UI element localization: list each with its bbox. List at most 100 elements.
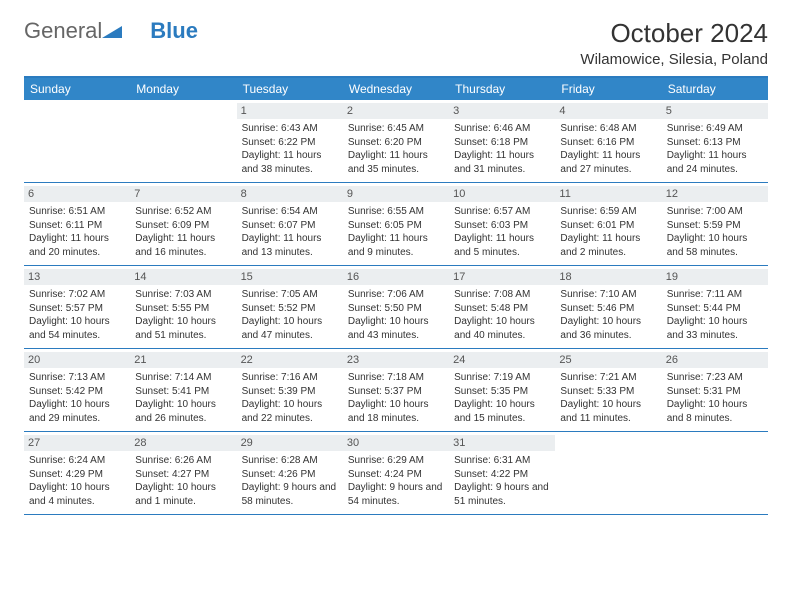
daylight-text: Daylight: 9 hours and 51 minutes. — [454, 481, 550, 508]
day-header: Wednesday — [343, 78, 449, 100]
sunset-text: Sunset: 5:35 PM — [454, 385, 550, 399]
sunrise-text: Sunrise: 7:23 AM — [667, 371, 763, 385]
calendar-cell: 31Sunrise: 6:31 AMSunset: 4:22 PMDayligh… — [449, 432, 555, 514]
calendar-cell: 19Sunrise: 7:11 AMSunset: 5:44 PMDayligh… — [662, 266, 768, 348]
daylight-text: Daylight: 10 hours and 40 minutes. — [454, 315, 550, 342]
calendar-cell — [24, 100, 130, 182]
day-info: Sunrise: 6:51 AMSunset: 6:11 PMDaylight:… — [29, 205, 125, 259]
daylight-text: Daylight: 11 hours and 27 minutes. — [560, 149, 656, 176]
location-label: Wilamowice, Silesia, Poland — [580, 51, 768, 68]
sunrise-text: Sunrise: 7:03 AM — [135, 288, 231, 302]
calendar-week: 1 Sunrise: 6:43 AMSunset: 6:22 PMDaylight… — [24, 100, 768, 183]
sunset-text: Sunset: 5:41 PM — [135, 385, 231, 399]
sunrise-text: Sunrise: 6:55 AM — [348, 205, 444, 219]
day-number: 9 — [343, 186, 449, 202]
day-info: Sunrise: 7:21 AMSunset: 5:33 PMDaylight:… — [560, 371, 656, 425]
day-number: 4 — [555, 103, 661, 119]
day-number — [24, 103, 130, 107]
day-number: 21 — [130, 352, 236, 368]
sunrise-text: Sunrise: 6:29 AM — [348, 454, 444, 468]
calendar: Sunday Monday Tuesday Wednesday Thursday… — [24, 76, 768, 515]
sunset-text: Sunset: 5:33 PM — [560, 385, 656, 399]
sunrise-text: Sunrise: 6:45 AM — [348, 122, 444, 136]
sunset-text: Sunset: 6:03 PM — [454, 219, 550, 233]
calendar-cell: 12 Sunrise: 7:00 AMSunset: 5:59 PMDayligh… — [662, 183, 768, 265]
day-info: Sunrise: 7:13 AMSunset: 5:42 PMDaylight:… — [29, 371, 125, 425]
sunrise-text: Sunrise: 6:28 AM — [242, 454, 338, 468]
sunrise-text: Sunrise: 7:06 AM — [348, 288, 444, 302]
daylight-text: Daylight: 10 hours and 47 minutes. — [242, 315, 338, 342]
sunrise-text: Sunrise: 7:11 AM — [667, 288, 763, 302]
calendar-cell: 29Sunrise: 6:28 AMSunset: 4:26 PMDayligh… — [237, 432, 343, 514]
logo-text-blue: Blue — [150, 18, 198, 43]
day-number: 19 — [662, 269, 768, 285]
weeks-container: 1 Sunrise: 6:43 AMSunset: 6:22 PMDaylight… — [24, 100, 768, 515]
sunset-text: Sunset: 6:13 PM — [667, 136, 763, 150]
day-number: 20 — [24, 352, 130, 368]
day-info: Sunrise: 7:14 AMSunset: 5:41 PMDaylight:… — [135, 371, 231, 425]
header: General Blue October 2024 Wilamowice, Si… — [24, 18, 768, 68]
day-info: Sunrise: 6:43 AMSunset: 6:22 PMDaylight:… — [242, 122, 338, 176]
calendar-week: 6Sunrise: 6:51 AMSunset: 6:11 PMDaylight… — [24, 183, 768, 266]
day-header: Saturday — [662, 78, 768, 100]
daylight-text: Daylight: 11 hours and 16 minutes. — [135, 232, 231, 259]
sunset-text: Sunset: 5:31 PM — [667, 385, 763, 399]
daylight-text: Daylight: 10 hours and 51 minutes. — [135, 315, 231, 342]
sunset-text: Sunset: 6:22 PM — [242, 136, 338, 150]
sunrise-text: Sunrise: 7:19 AM — [454, 371, 550, 385]
day-info: Sunrise: 6:46 AMSunset: 6:18 PMDaylight:… — [454, 122, 550, 176]
day-info: Sunrise: 7:08 AMSunset: 5:48 PMDaylight:… — [454, 288, 550, 342]
sunset-text: Sunset: 5:59 PM — [667, 219, 763, 233]
day-number: 30 — [343, 435, 449, 451]
daylight-text: Daylight: 10 hours and 18 minutes. — [348, 398, 444, 425]
sunset-text: Sunset: 6:05 PM — [348, 219, 444, 233]
daylight-text: Daylight: 11 hours and 9 minutes. — [348, 232, 444, 259]
day-info: Sunrise: 6:45 AMSunset: 6:20 PMDaylight:… — [348, 122, 444, 176]
daylight-text: Daylight: 11 hours and 5 minutes. — [454, 232, 550, 259]
sunrise-text: Sunrise: 7:05 AM — [242, 288, 338, 302]
day-info: Sunrise: 7:00 AMSunset: 5:59 PMDaylight:… — [667, 205, 763, 259]
day-info: Sunrise: 6:28 AMSunset: 4:26 PMDaylight:… — [242, 454, 338, 508]
page-title: October 2024 — [580, 18, 768, 49]
daylight-text: Daylight: 10 hours and 54 minutes. — [29, 315, 125, 342]
day-info: Sunrise: 6:57 AMSunset: 6:03 PMDaylight:… — [454, 205, 550, 259]
logo: General Blue — [24, 18, 198, 44]
day-number: 16 — [343, 269, 449, 285]
daylight-text: Daylight: 9 hours and 54 minutes. — [348, 481, 444, 508]
sunrise-text: Sunrise: 7:02 AM — [29, 288, 125, 302]
day-number: 12 — [662, 186, 768, 202]
calendar-cell: 2Sunrise: 6:45 AMSunset: 6:20 PMDaylight… — [343, 100, 449, 182]
daylight-text: Daylight: 10 hours and 22 minutes. — [242, 398, 338, 425]
calendar-cell: 21 Sunrise: 7:14 AMSunset: 5:41 PMDayligh… — [130, 349, 236, 431]
day-info: Sunrise: 7:19 AMSunset: 5:35 PMDaylight:… — [454, 371, 550, 425]
logo-triangle-icon — [102, 18, 122, 44]
title-block: October 2024 Wilamowice, Silesia, Poland — [580, 18, 768, 68]
sunset-text: Sunset: 5:57 PM — [29, 302, 125, 316]
sunrise-text: Sunrise: 6:26 AM — [135, 454, 231, 468]
calendar-cell: 20 Sunrise: 7:13 AMSunset: 5:42 PMDayligh… — [24, 349, 130, 431]
day-info: Sunrise: 7:10 AMSunset: 5:46 PMDaylight:… — [560, 288, 656, 342]
calendar-cell: 3Sunrise: 6:46 AMSunset: 6:18 PMDaylight… — [449, 100, 555, 182]
day-info: Sunrise: 6:29 AMSunset: 4:24 PMDaylight:… — [348, 454, 444, 508]
daylight-text: Daylight: 11 hours and 24 minutes. — [667, 149, 763, 176]
calendar-cell: 9 Sunrise: 6:55 AMSunset: 6:05 PMDaylight… — [343, 183, 449, 265]
sunset-text: Sunset: 5:37 PM — [348, 385, 444, 399]
sunset-text: Sunset: 6:11 PM — [29, 219, 125, 233]
daylight-text: Daylight: 11 hours and 20 minutes. — [29, 232, 125, 259]
day-number: 1 — [237, 103, 343, 119]
calendar-cell: 5Sunrise: 6:49 AMSunset: 6:13 PMDaylight… — [662, 100, 768, 182]
day-number: 14 — [130, 269, 236, 285]
calendar-week: 20 Sunrise: 7:13 AMSunset: 5:42 PMDayligh… — [24, 349, 768, 432]
daylight-text: Daylight: 10 hours and 58 minutes. — [667, 232, 763, 259]
sunset-text: Sunset: 6:07 PM — [242, 219, 338, 233]
calendar-cell: 25Sunrise: 7:21 AMSunset: 5:33 PMDayligh… — [555, 349, 661, 431]
sunrise-text: Sunrise: 6:59 AM — [560, 205, 656, 219]
sunrise-text: Sunrise: 6:52 AM — [135, 205, 231, 219]
daylight-text: Daylight: 9 hours and 58 minutes. — [242, 481, 338, 508]
sunset-text: Sunset: 5:44 PM — [667, 302, 763, 316]
sunset-text: Sunset: 5:55 PM — [135, 302, 231, 316]
sunset-text: Sunset: 6:16 PM — [560, 136, 656, 150]
calendar-cell: 17Sunrise: 7:08 AMSunset: 5:48 PMDayligh… — [449, 266, 555, 348]
day-number: 8 — [237, 186, 343, 202]
day-info: Sunrise: 7:03 AMSunset: 5:55 PMDaylight:… — [135, 288, 231, 342]
